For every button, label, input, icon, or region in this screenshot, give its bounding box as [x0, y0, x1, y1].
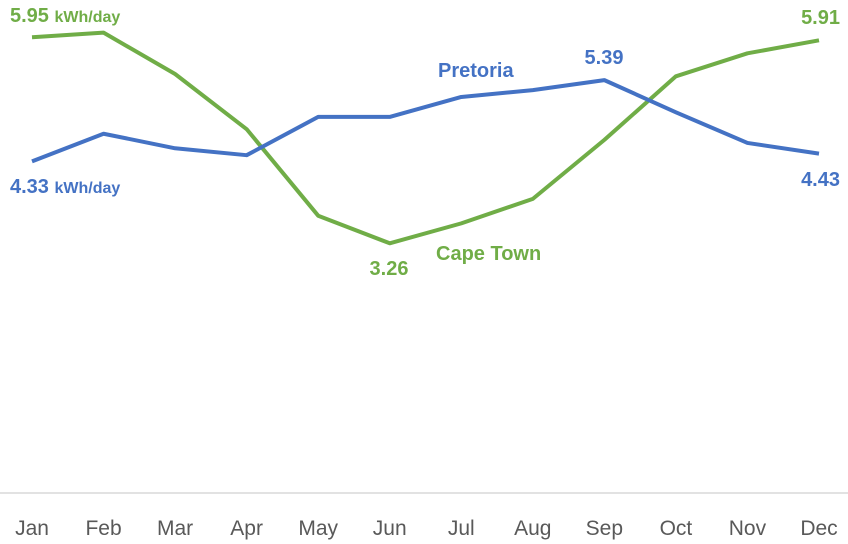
label-pretoria-jan: 4.33 kWh/day	[10, 176, 120, 198]
label-pretoria-dec: 4.43	[801, 169, 840, 191]
label-capetown-jan: 5.95 kWh/day	[10, 5, 120, 27]
series-line-pretoria	[31, 78, 820, 164]
x-tick-label-jan: Jan	[15, 517, 49, 540]
x-tick-label-feb: Feb	[85, 517, 121, 540]
series-name-pretoria: Pretoria	[438, 60, 514, 82]
label-capetown-dec: 5.91	[801, 7, 840, 29]
x-tick-label-jul: Jul	[448, 517, 475, 540]
label-capetown-jun: 3.26	[370, 258, 409, 280]
x-tick-label-aug: Aug	[514, 517, 551, 540]
x-tick-label-apr: Apr	[230, 517, 263, 540]
x-tick-label-may: May	[298, 517, 338, 540]
x-tick-label-mar: Mar	[157, 517, 193, 540]
series-line-cape-town	[31, 30, 820, 246]
x-tick-label-oct: Oct	[660, 517, 693, 540]
x-tick-label-jun: Jun	[373, 517, 407, 540]
x-tick-label-dec: Dec	[800, 517, 837, 540]
label-pretoria-sep: 5.39	[585, 47, 624, 69]
x-tick-label-nov: Nov	[729, 517, 767, 540]
series-name-capetown: Cape Town	[436, 243, 541, 265]
x-tick-label-sep: Sep	[586, 517, 623, 540]
